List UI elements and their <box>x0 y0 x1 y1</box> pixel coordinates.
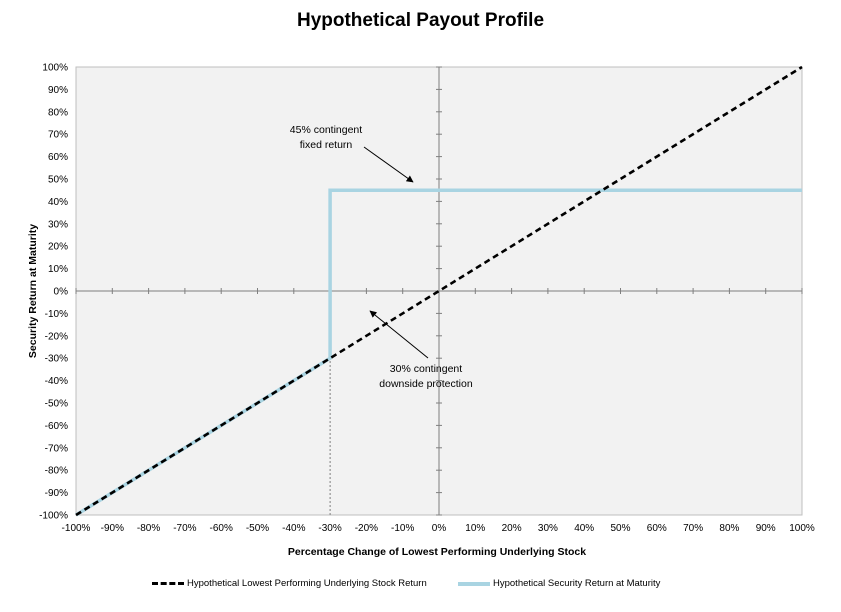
x-tick-label: -60% <box>210 523 233 534</box>
x-tick-label: 20% <box>502 523 522 534</box>
legend-swatch-solid-line <box>458 581 490 586</box>
x-tick-label: 40% <box>574 523 594 534</box>
y-tick-label: 80% <box>48 107 68 118</box>
legend-label-security-return: Hypothetical Security Return at Maturity <box>493 578 661 589</box>
annotation-text: 30% contingent <box>390 363 462 375</box>
x-tick-label: -20% <box>355 523 378 534</box>
annotation-arrow <box>369 310 429 359</box>
y-tick-label: -60% <box>45 421 68 432</box>
x-tick-label: -40% <box>282 523 305 534</box>
legend: Hypothetical Lowest Performing Underlyin… <box>0 578 841 596</box>
y-tick-label: -30% <box>45 354 68 365</box>
annotation-text: 45% contingent <box>290 124 362 136</box>
x-tick-label: 100% <box>789 523 815 534</box>
y-tick-label: -100% <box>39 511 68 522</box>
y-tick-label: 90% <box>48 85 68 96</box>
x-tick-label: -10% <box>391 523 414 534</box>
x-tick-label: 0% <box>432 523 447 534</box>
x-tick-label: -30% <box>318 523 341 534</box>
y-tick-label: 100% <box>42 63 68 74</box>
y-tick-label: -80% <box>45 466 68 477</box>
x-tick-label: -50% <box>246 523 269 534</box>
x-tick-label: -70% <box>173 523 196 534</box>
series-line-stock-return <box>75 65 803 517</box>
annotation-arrow <box>363 146 414 183</box>
y-tick-label: 20% <box>48 242 68 253</box>
x-tick-label: 30% <box>538 523 558 534</box>
y-tick-label: 10% <box>48 264 68 275</box>
y-tick-label: 60% <box>48 152 68 163</box>
legend-item-stock-return: Hypothetical Lowest Performing Underlyin… <box>152 578 427 589</box>
y-tick-label: -10% <box>45 309 68 320</box>
annotations-layer: 45% contingent fixed return 30% contingent… <box>290 124 473 390</box>
x-tick-label: -80% <box>137 523 160 534</box>
y-tick-label: -90% <box>45 488 68 499</box>
annotation-text: downside protection <box>379 378 473 390</box>
y-tick-label: -50% <box>45 399 68 410</box>
y-tick-label: 30% <box>48 219 68 230</box>
x-axis-title: Percentage Change of Lowest Performing U… <box>288 546 586 558</box>
y-tick-label: -40% <box>45 376 68 387</box>
series-line-security-return <box>75 188 802 517</box>
y-tick-label: -20% <box>45 331 68 342</box>
x-tick-label: 90% <box>756 523 776 534</box>
axes-layer <box>75 66 803 516</box>
y-tick-label: -70% <box>45 443 68 454</box>
legend-swatch-dashed-line <box>152 582 184 585</box>
y-tick-label: 70% <box>48 130 68 141</box>
x-tick-label: -90% <box>101 523 124 534</box>
x-tick-label: 80% <box>719 523 739 534</box>
y-tick-label: 0% <box>54 287 69 298</box>
legend-item-security-return: Hypothetical Security Return at Maturity <box>458 578 660 589</box>
x-tick-label: 50% <box>610 523 630 534</box>
series-layer <box>75 65 803 517</box>
x-tick-label: 60% <box>647 523 667 534</box>
y-axis-title: Security Return at Maturity <box>27 224 39 358</box>
x-tick-label: -100% <box>62 523 91 534</box>
chart-title: Hypothetical Payout Profile <box>296 10 545 31</box>
x-tick-label: 70% <box>683 523 703 534</box>
tick-labels-layer: -100% -90% -80% -70% -60% -50% -40% -30% -20% -10… <box>39 63 815 535</box>
x-tick-label: 10% <box>465 523 485 534</box>
annotation-text: fixed return <box>300 139 353 151</box>
y-tick-label: 40% <box>48 197 68 208</box>
legend-label-stock-return: Hypothetical Lowest Performing Underlyin… <box>187 578 427 589</box>
y-tick-label: 50% <box>48 175 68 186</box>
